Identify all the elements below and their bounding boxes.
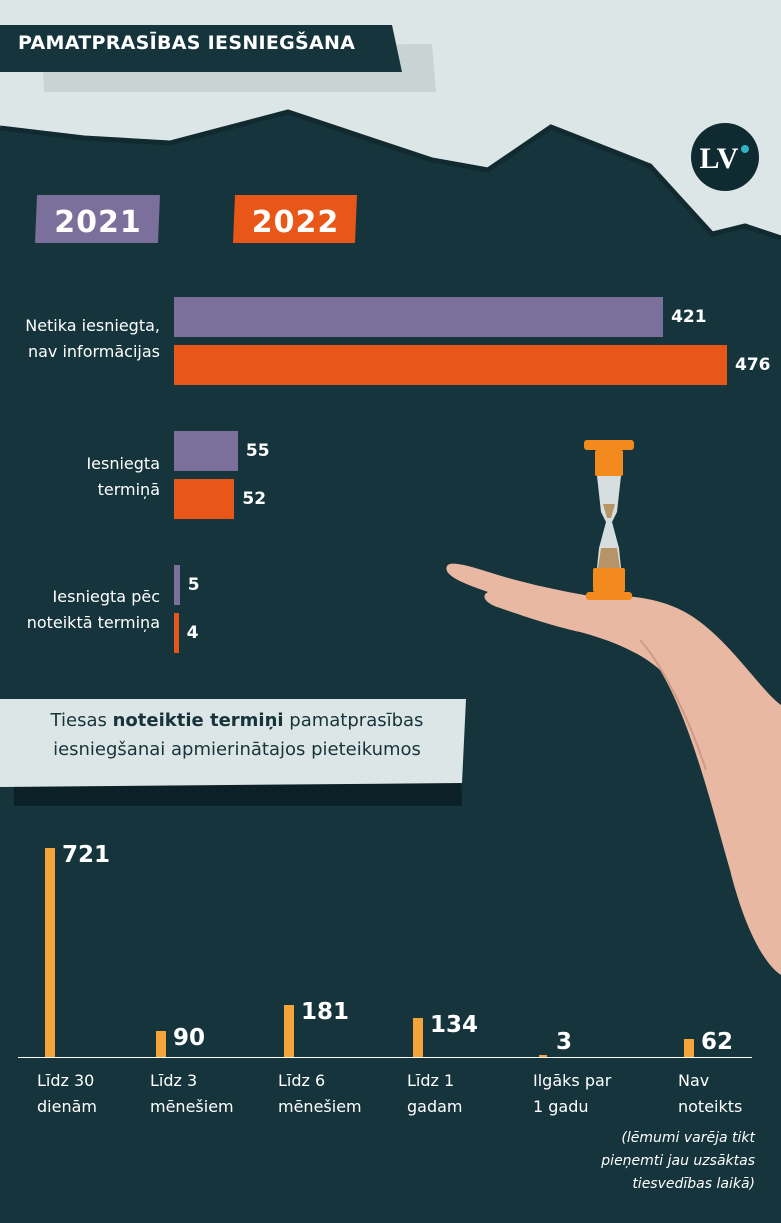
category-label-line: Netika iesniegta,	[25, 316, 160, 335]
footnote: (lēmumi varēja tikt pieņemti jau uzsākta…	[601, 1127, 755, 1196]
category-label-line: nav informācijas	[27, 342, 160, 361]
vbar-category-line: mēnešiem	[278, 1097, 362, 1116]
hbar-2022-0	[174, 345, 727, 385]
vbar-category-line: dienām	[37, 1097, 97, 1116]
vbar-category-label: Līdz 6 mēnešiem	[278, 1068, 362, 1120]
legend-2022-label: 2022	[251, 205, 340, 240]
legend-2021-label: 2021	[54, 205, 142, 240]
subtitle-bold: noteiktie termiņi	[112, 710, 284, 731]
hand-illustration	[446, 563, 781, 975]
vbar-category-line: Līdz 1	[407, 1071, 455, 1090]
vbar-category-line: noteikts	[678, 1097, 743, 1116]
page-title: PAMATPRASĪBAS IESNIEGŠANA	[18, 32, 356, 54]
vbar-category-line: mēnešiem	[150, 1097, 234, 1116]
vbar-category-label: Līdz 1 gadam	[407, 1068, 463, 1120]
hbar-value-label: 4	[186, 623, 199, 643]
vbar-category-label: Līdz 30 dienām	[37, 1068, 97, 1120]
baseline	[18, 1057, 752, 1058]
subtitle-banner	[0, 699, 466, 787]
hbar-value-label: 476	[735, 355, 771, 375]
vbar-0	[45, 848, 55, 1057]
vbar-category-label: Nav noteikts	[678, 1068, 742, 1120]
vbar-4	[539, 1055, 547, 1057]
subtitle-part2: pamatprasības iesniegšanai apmierinātajo…	[53, 710, 424, 760]
title-banner	[0, 25, 402, 72]
vbar-category-line: Ilgāks par	[533, 1071, 612, 1090]
category-label-line: noteiktā termiņa	[26, 613, 160, 632]
hbar-2021-2	[174, 565, 180, 605]
vbar-category-line: Līdz 3	[150, 1071, 198, 1090]
vbar-value-label: 90	[173, 1024, 206, 1051]
vbar-5	[684, 1039, 694, 1057]
category-label-late: Iesniegta pēc noteiktā termiņa	[0, 584, 160, 636]
vbar-category-line: Līdz 6	[278, 1071, 326, 1090]
hbar-2022-2	[174, 613, 179, 653]
vbar-category-label: Līdz 3 mēnešiem	[150, 1068, 234, 1120]
footnote-line: pieņemti jau uzsāktas	[601, 1153, 755, 1169]
category-label-line: Iesniegta pēc	[52, 587, 160, 606]
svg-text:LV: LV	[700, 142, 739, 175]
hbar-value-label: 55	[245, 441, 270, 461]
hbar-2021-0	[174, 297, 664, 337]
vbar-category-line: Nav	[678, 1071, 710, 1090]
vbar-value-label: 181	[301, 998, 350, 1025]
category-label-on-time: Iesniegta termiņā	[0, 451, 160, 503]
vbar-category-label: Ilgāks par 1 gadu	[533, 1068, 611, 1120]
vbar-3	[413, 1018, 423, 1057]
year-2022-tag	[233, 195, 357, 243]
hbar-value-label: 421	[671, 307, 707, 327]
category-label-not-submitted: Netika iesniegta, nav informācijas	[0, 313, 160, 365]
vbar-category-line: gadam	[407, 1097, 463, 1116]
hbar-2021-1	[174, 431, 238, 471]
lv-logo-dot	[741, 145, 749, 153]
category-label-line: termiņā	[97, 480, 160, 499]
hbar-2022-1	[174, 479, 235, 519]
hbar-value-label: 52	[242, 489, 267, 509]
category-label-line: Iesniegta	[86, 454, 160, 473]
subtitle-part1: Tiesas	[50, 710, 113, 731]
vbar-category-line: Līdz 30	[37, 1071, 95, 1090]
hourglass-illustration	[584, 440, 634, 600]
vbar-category-line: 1 gadu	[533, 1097, 589, 1116]
year-2021-tag	[35, 195, 160, 243]
footnote-line: (lēmumi varēja tikt	[621, 1130, 755, 1146]
vbar-value-label: 134	[430, 1012, 479, 1039]
footnote-line: tiesvedības laikā)	[632, 1176, 755, 1192]
chart-subtitle: Tiesas noteiktie termiņi pamatprasības i…	[42, 706, 432, 764]
hbar-value-label: 5	[187, 575, 200, 595]
lv-logo-icon	[691, 123, 759, 191]
vbar-value-label: 3	[556, 1029, 573, 1055]
vbar-2	[284, 1004, 294, 1057]
vbar-value-label: 721	[62, 842, 111, 868]
vbar-value-label: 62	[701, 1029, 734, 1055]
vbar-1	[156, 1030, 166, 1057]
